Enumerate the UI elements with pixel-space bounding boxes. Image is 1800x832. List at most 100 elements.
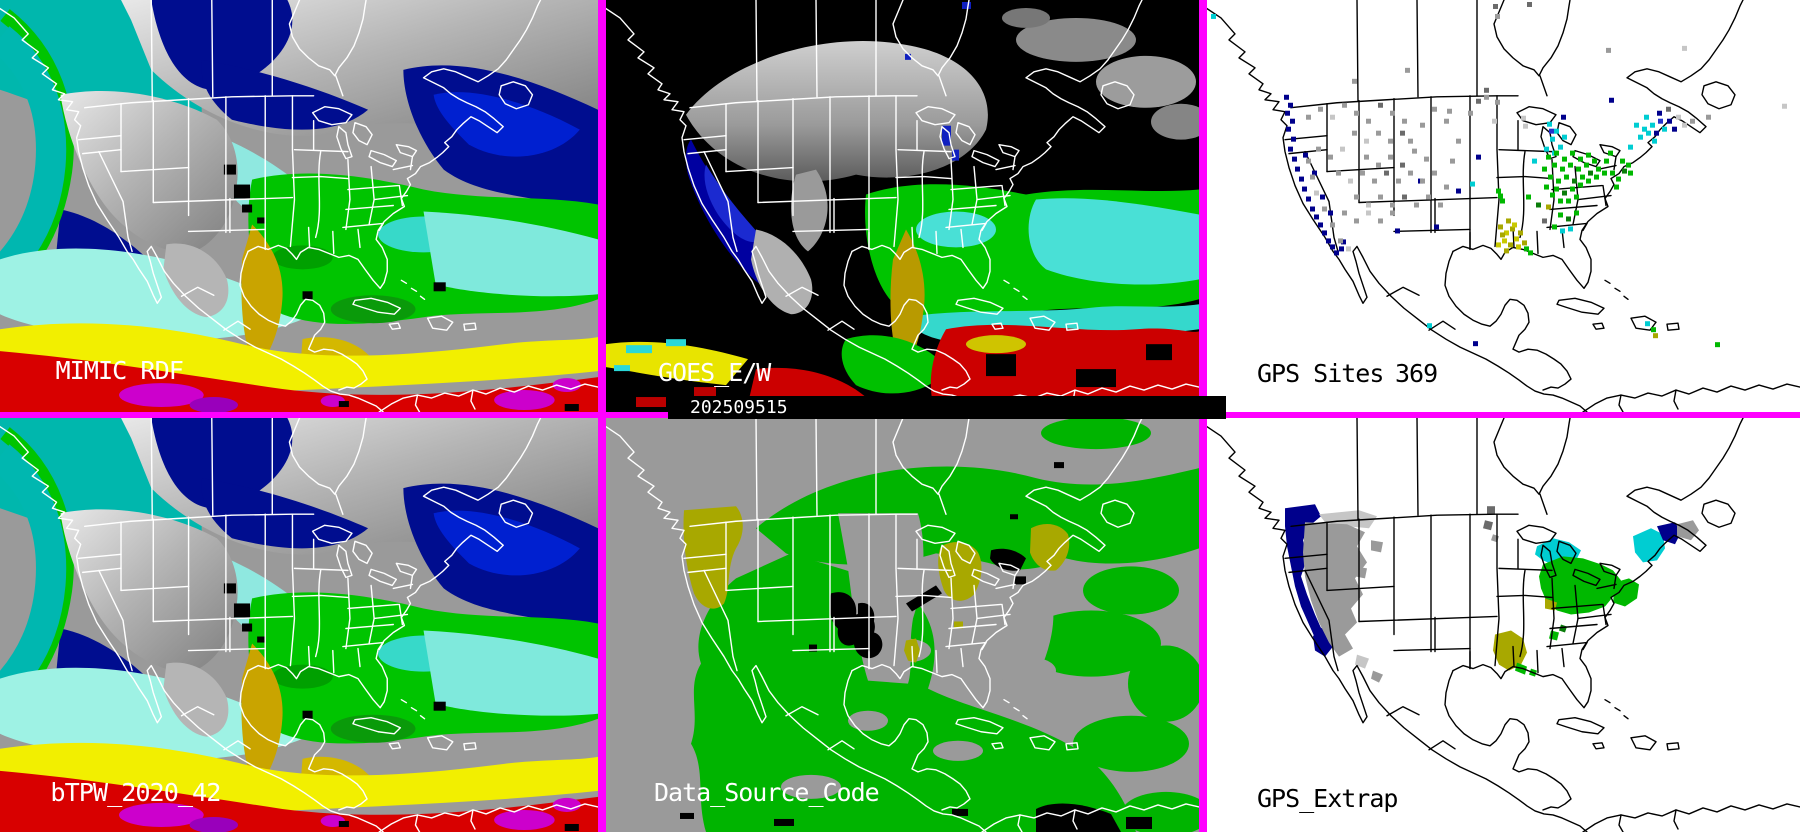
gps-site-dot bbox=[1484, 87, 1489, 93]
gps-site-dot bbox=[1606, 47, 1611, 53]
gps-site-dot bbox=[1584, 162, 1589, 168]
gps-site-dot bbox=[1544, 146, 1549, 152]
gps-site-dot bbox=[1528, 250, 1533, 256]
gps-site-dot bbox=[1562, 134, 1567, 140]
gps-site-dot bbox=[1310, 206, 1315, 212]
panel-label-mimic-rdf: MIMIC RDF bbox=[55, 356, 182, 385]
gps-site-dot bbox=[1588, 170, 1593, 176]
gps-site-dot bbox=[1346, 246, 1351, 252]
gps-site-dot bbox=[1628, 170, 1633, 176]
gps-site-dot bbox=[1310, 174, 1315, 180]
tpw-imagery bbox=[0, 0, 598, 412]
gps-extrap-region bbox=[1491, 534, 1499, 543]
gps-site-dot bbox=[1339, 246, 1344, 252]
gps-site-dot bbox=[1662, 126, 1667, 132]
gps-site-dot bbox=[1526, 194, 1531, 200]
gps-site-dot bbox=[1427, 323, 1432, 329]
gps-site-dot bbox=[1348, 178, 1353, 184]
gps-site-dot bbox=[1402, 118, 1407, 124]
gps-site-dot bbox=[1402, 194, 1407, 200]
gps-site-dot bbox=[1352, 130, 1357, 136]
gps-site-dot bbox=[1493, 3, 1498, 9]
gps-extrap-region bbox=[1613, 578, 1639, 607]
gps-site-dot bbox=[1616, 176, 1621, 182]
gps-site-dot bbox=[1560, 228, 1565, 234]
gps-site-dot bbox=[1426, 194, 1431, 200]
gps-site-dot bbox=[1560, 166, 1565, 172]
gps-extrap-region bbox=[1355, 566, 1367, 579]
gps-site-dot bbox=[1492, 118, 1497, 124]
gps-site-dot bbox=[1552, 162, 1557, 168]
gps-site-dot bbox=[1594, 174, 1599, 180]
gps-site-dot bbox=[1495, 99, 1500, 105]
gps-site-dot bbox=[1516, 244, 1521, 250]
gps-site-dot bbox=[1468, 110, 1473, 116]
gps-site-dot bbox=[1303, 152, 1308, 158]
gps-site-dot bbox=[1376, 162, 1381, 168]
gps-site-dot bbox=[1561, 114, 1566, 120]
gps-site-dot bbox=[1400, 130, 1405, 136]
gps-site-dot bbox=[1596, 166, 1601, 172]
panel-label-goes: GOES_E/W bbox=[658, 358, 772, 387]
gps-site-dot bbox=[1622, 168, 1627, 174]
gps-site-dot bbox=[1400, 162, 1405, 168]
gps-sites-count: 369 bbox=[1395, 359, 1437, 388]
map-outline bbox=[1207, 0, 1800, 412]
timestamp-bar: 202509515 bbox=[668, 396, 1226, 419]
gps-site-dot bbox=[1476, 98, 1481, 104]
gps-site-dot bbox=[1388, 138, 1393, 144]
gps-site-dot bbox=[1562, 156, 1567, 162]
gps-site-dot bbox=[1328, 154, 1333, 160]
gps-site-dot bbox=[1420, 178, 1425, 184]
gps-site-dot bbox=[1657, 110, 1662, 116]
gps-site-dot bbox=[1340, 146, 1345, 152]
gps-site-dot bbox=[1330, 244, 1335, 250]
gps-site-dot bbox=[1432, 106, 1437, 112]
gps-site-dot bbox=[1564, 174, 1569, 180]
gps-site-dot bbox=[1444, 184, 1449, 190]
gps-extrap-region bbox=[1633, 528, 1665, 563]
gps-site-dot bbox=[1291, 136, 1296, 142]
gps-site-dot bbox=[1566, 216, 1571, 222]
gps-site-dot bbox=[1366, 210, 1371, 216]
gps-site-dot bbox=[1444, 118, 1449, 124]
gps-site-dot bbox=[1408, 138, 1413, 144]
gps-site-dot bbox=[1554, 128, 1559, 134]
gps-site-dot bbox=[1715, 342, 1720, 348]
gps-site-dot bbox=[1390, 202, 1395, 208]
gps-site-dot bbox=[1364, 138, 1369, 144]
gps-site-dot bbox=[1414, 202, 1419, 208]
gps-site-dot bbox=[1653, 333, 1658, 339]
map-outline bbox=[1207, 418, 1800, 832]
gps-site-dot bbox=[1502, 238, 1507, 244]
gps-site-dot bbox=[1576, 166, 1581, 172]
gps-site-dot bbox=[1651, 327, 1656, 333]
gps-site-dot bbox=[1642, 126, 1647, 132]
gps-site-dot bbox=[1420, 122, 1425, 128]
gps-site-dot bbox=[1672, 126, 1677, 132]
gps-extrap-region bbox=[1539, 556, 1621, 615]
gps-site-dot bbox=[1546, 204, 1551, 210]
gps-site-dot bbox=[1500, 198, 1505, 204]
panel-btpw: bTPW_2020_42 bbox=[0, 418, 598, 832]
gps-extrap-region bbox=[1657, 522, 1681, 545]
gps-site-dot bbox=[1628, 144, 1633, 150]
gps-site-dot bbox=[1706, 114, 1711, 120]
gps-site-dot bbox=[1388, 154, 1393, 160]
gps-site-dot bbox=[1586, 152, 1591, 158]
gps-site-dot bbox=[1330, 114, 1335, 120]
gps-site-dot bbox=[1342, 102, 1347, 108]
gps-site-dot bbox=[1568, 226, 1573, 232]
gps-site-dot bbox=[1690, 118, 1695, 124]
gps-site-dot bbox=[1578, 182, 1583, 188]
gps-site-dot bbox=[1562, 190, 1567, 196]
gps-extrap-region bbox=[1487, 506, 1495, 515]
gps-site-dot bbox=[1510, 226, 1515, 232]
gps-site-dot bbox=[1334, 250, 1339, 256]
gps-site-dot bbox=[1364, 154, 1369, 160]
gps-site-dot bbox=[1682, 122, 1687, 128]
panel-gps-extrap: GPS_Extrap bbox=[1207, 418, 1800, 832]
gps-site-dot bbox=[1500, 232, 1505, 238]
gps-site-dot bbox=[1536, 202, 1541, 208]
